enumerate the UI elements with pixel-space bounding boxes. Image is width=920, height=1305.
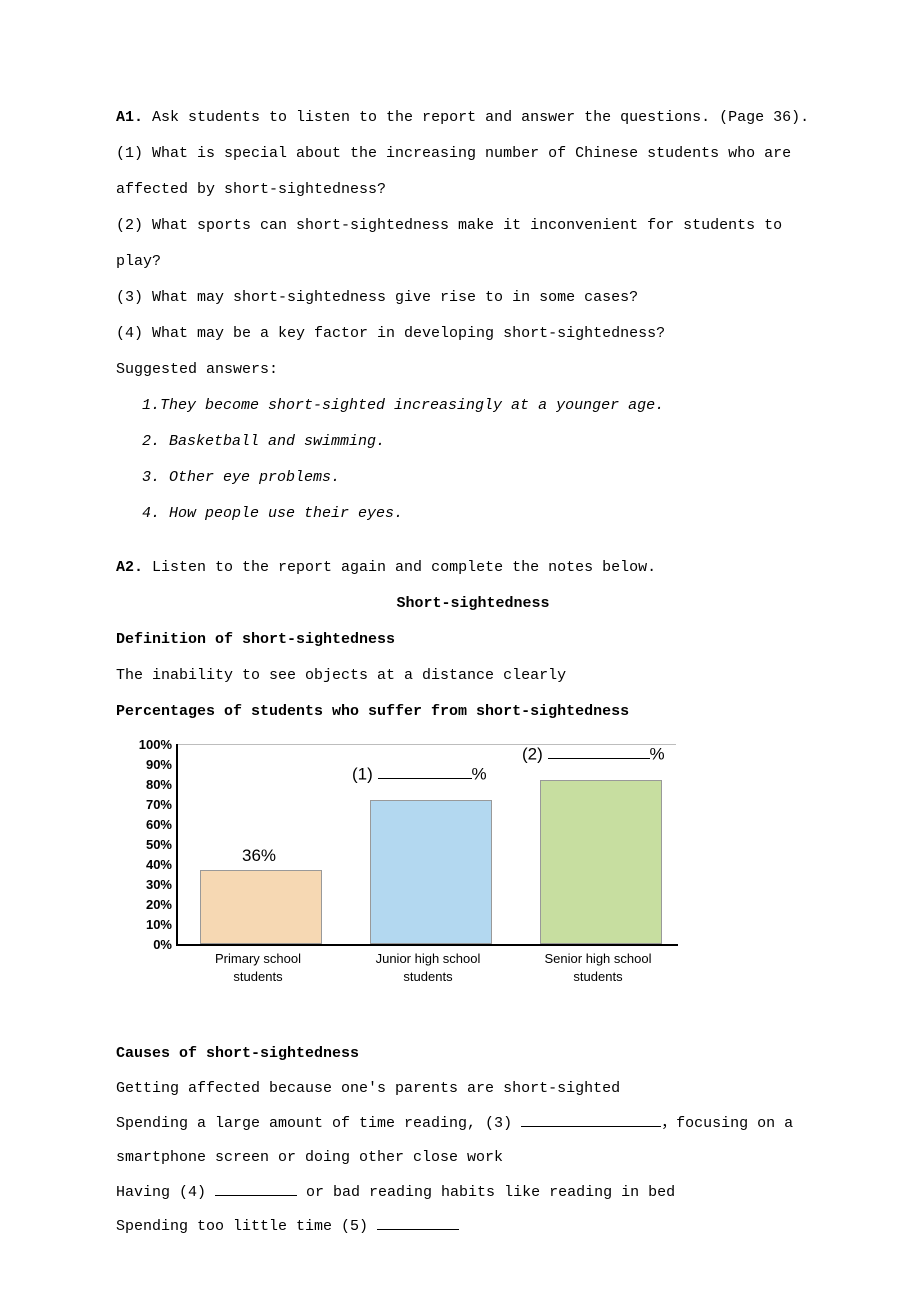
a2-block: A2. Listen to the report again and compl… bbox=[116, 550, 830, 1245]
blank-line bbox=[548, 744, 650, 759]
a1-heading-text: Ask students to listen to the report and… bbox=[143, 109, 809, 126]
cat-line1: Primary school bbox=[188, 950, 328, 968]
a1-block: A1. Ask students to listen to the report… bbox=[116, 100, 830, 532]
ytick: 70% bbox=[116, 798, 172, 811]
ytick: 20% bbox=[116, 898, 172, 911]
cat-line1: Senior high school bbox=[528, 950, 668, 968]
chart-bar bbox=[540, 780, 662, 944]
a1-heading: A1. Ask students to listen to the report… bbox=[116, 100, 830, 136]
blank-suffix: % bbox=[650, 744, 665, 763]
document-page: A1. Ask students to listen to the report… bbox=[0, 0, 920, 1305]
a1-suggested: Suggested answers: bbox=[116, 352, 830, 388]
cause-4a: Spending too little time (5) bbox=[116, 1218, 377, 1235]
bar-chart: 100% 90% 80% 70% 60% 50% 40% 30% 20% 10% 0% 36% (1)… bbox=[116, 738, 686, 1028]
ytick: 60% bbox=[116, 818, 172, 831]
blank-3 bbox=[521, 1112, 661, 1127]
a1-q1: (1) What is special about the increasing… bbox=[116, 136, 830, 208]
a2-heading-text: Listen to the report again and complete … bbox=[143, 559, 656, 576]
cat-line2: students bbox=[358, 968, 498, 986]
cause-3: Having (4) or bad reading habits like re… bbox=[116, 1176, 830, 1211]
definition-heading: Definition of short-sightedness bbox=[116, 622, 830, 658]
bar-fill-blank: (1) % bbox=[352, 764, 487, 782]
a2-heading: A2. Listen to the report again and compl… bbox=[116, 550, 830, 586]
a1-ans3: 3. Other eye problems. bbox=[116, 460, 830, 496]
blank-4 bbox=[215, 1181, 297, 1196]
a1-ans4: 4. How people use their eyes. bbox=[116, 496, 830, 532]
chart-plot-area: 36%(1) %(2) % bbox=[176, 744, 678, 946]
a1-ans1: 1.They become short-sighted increasingly… bbox=[116, 388, 830, 424]
a2-label: A2. bbox=[116, 559, 143, 576]
chart-bar bbox=[200, 870, 322, 944]
a1-q4: (4) What may be a key factor in developi… bbox=[116, 316, 830, 352]
bar-fill-blank: (2) % bbox=[522, 744, 665, 762]
cause-2: Spending a large amount of time reading,… bbox=[116, 1107, 830, 1176]
bar-value-label: 36% bbox=[242, 847, 276, 864]
cat-line2: students bbox=[188, 968, 328, 986]
cat-line2: students bbox=[528, 968, 668, 986]
chart-yaxis: 100% 90% 80% 70% 60% 50% 40% 30% 20% 10% 0% bbox=[116, 738, 172, 968]
chart-bar bbox=[370, 800, 492, 944]
blank-prefix: (2) bbox=[522, 744, 548, 763]
causes-heading: Causes of short-sightedness bbox=[116, 1036, 830, 1072]
cause-1: Getting affected because one's parents a… bbox=[116, 1072, 830, 1107]
blank-suffix: % bbox=[472, 764, 487, 783]
ytick: 90% bbox=[116, 758, 172, 771]
blank-prefix: (1) bbox=[352, 764, 378, 783]
definition-text: The inability to see objects at a distan… bbox=[116, 658, 830, 694]
ytick: 100% bbox=[116, 738, 172, 751]
blank-line bbox=[378, 764, 472, 779]
a2-title: Short-sightedness bbox=[116, 586, 830, 622]
percent-heading: Percentages of students who suffer from … bbox=[116, 694, 830, 730]
a1-q3: (3) What may short-sightedness give rise… bbox=[116, 280, 830, 316]
a1-label: A1. bbox=[116, 109, 143, 126]
cause-3b: or bad reading habits like reading in be… bbox=[297, 1184, 675, 1201]
ytick: 40% bbox=[116, 858, 172, 871]
chart-category-label: Junior high schoolstudents bbox=[358, 950, 498, 985]
ytick: 10% bbox=[116, 918, 172, 931]
a1-ans2: 2. Basketball and swimming. bbox=[116, 424, 830, 460]
cause-4: Spending too little time (5) bbox=[116, 1210, 830, 1245]
a1-q2: (2) What sports can short-sightedness ma… bbox=[116, 208, 830, 280]
chart-category-label: Primary schoolstudents bbox=[188, 950, 328, 985]
ytick: 0% bbox=[116, 938, 172, 951]
cause-2a: Spending a large amount of time reading,… bbox=[116, 1115, 521, 1132]
spacer bbox=[116, 532, 830, 550]
cat-line1: Junior high school bbox=[358, 950, 498, 968]
ytick: 50% bbox=[116, 838, 172, 851]
ytick: 30% bbox=[116, 878, 172, 891]
ytick: 80% bbox=[116, 778, 172, 791]
cause-3a: Having (4) bbox=[116, 1184, 215, 1201]
chart-category-label: Senior high schoolstudents bbox=[528, 950, 668, 985]
blank-5 bbox=[377, 1216, 459, 1231]
